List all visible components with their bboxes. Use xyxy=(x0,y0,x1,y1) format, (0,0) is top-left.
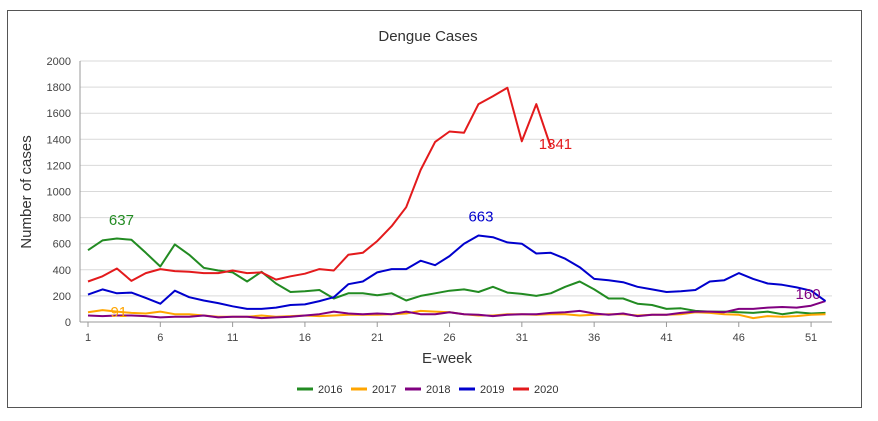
x-tick-label: 16 xyxy=(299,332,311,344)
y-tick-label: 1000 xyxy=(47,187,71,199)
y-axis-title: Number of cases xyxy=(18,135,35,248)
legend-label: 2018 xyxy=(426,384,450,396)
legend-item-2019: 2019 xyxy=(459,384,504,396)
x-axis-title: E-week xyxy=(422,350,473,367)
y-tick-label: 2000 xyxy=(47,56,71,68)
x-tick-label: 26 xyxy=(443,332,455,344)
y-tick-label: 1400 xyxy=(47,134,71,146)
x-tick-label: 21 xyxy=(371,332,383,344)
x-tick-label: 46 xyxy=(733,332,745,344)
series-line-2020 xyxy=(87,86,552,283)
x-tick-label: 51 xyxy=(805,332,817,344)
chart-frame xyxy=(7,10,862,408)
series-line-2018 xyxy=(87,300,826,320)
data-label-2016: 637 xyxy=(109,212,134,229)
x-tick-label: 31 xyxy=(516,332,528,344)
legend-item-2018: 2018 xyxy=(405,384,450,396)
y-tick-label: 600 xyxy=(53,239,71,251)
legend-label: 2016 xyxy=(318,384,342,396)
y-tick-label: 0 xyxy=(65,317,71,329)
legend-item-2016: 2016 xyxy=(297,384,342,396)
legend-item-2020: 2020 xyxy=(513,384,558,396)
legend-label: 2019 xyxy=(480,384,504,396)
y-tick-label: 200 xyxy=(53,291,71,303)
data-label-2017: 91 xyxy=(110,304,127,321)
x-tick-label: 6 xyxy=(157,332,163,344)
legend-item-2017: 2017 xyxy=(351,384,396,396)
x-tick-label: 1 xyxy=(85,332,91,344)
data-label-2018: 160 xyxy=(796,286,821,303)
y-tick-label: 1200 xyxy=(47,160,71,172)
x-tick-label: 41 xyxy=(660,332,672,344)
legend-label: 2017 xyxy=(372,384,396,396)
y-tick-label: 400 xyxy=(53,265,71,277)
y-tick-label: 1600 xyxy=(47,108,71,120)
x-tick-label: 11 xyxy=(227,332,238,344)
chart-title: Dengue Cases xyxy=(378,28,477,45)
y-tick-label: 1800 xyxy=(47,82,71,94)
data-label-2019: 663 xyxy=(468,208,493,225)
legend-label: 2020 xyxy=(534,384,558,396)
y-tick-label: 800 xyxy=(53,213,71,225)
x-tick-label: 36 xyxy=(588,332,600,344)
series-line-2019 xyxy=(87,234,827,310)
data-label-2020: 1341 xyxy=(539,136,572,153)
